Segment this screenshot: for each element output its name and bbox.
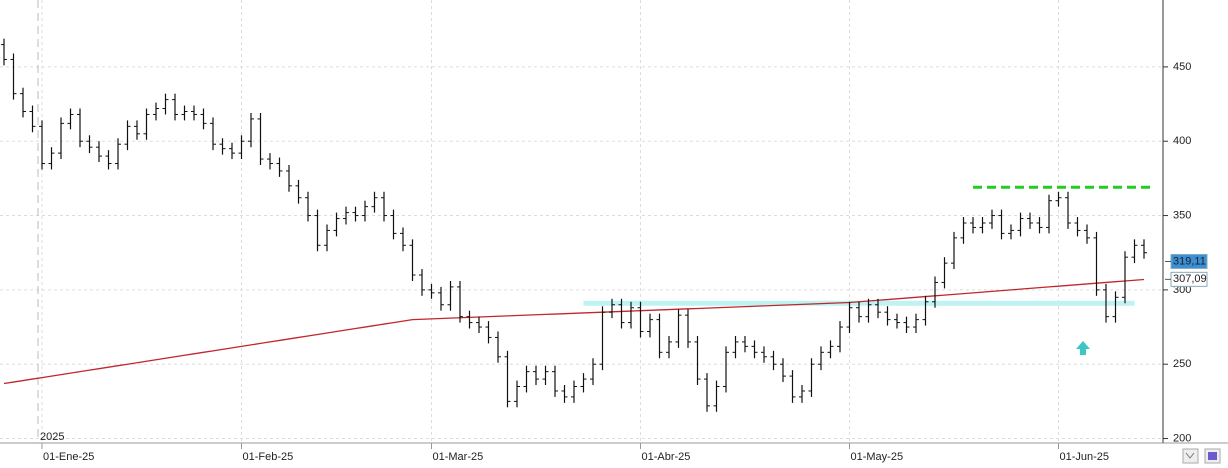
y-tick-label: 350 xyxy=(1173,209,1191,221)
moving-average xyxy=(3,278,1145,385)
y-tick-label: 450 xyxy=(1173,61,1191,73)
x-tick-label: 01-Mar-25 xyxy=(433,451,484,463)
year-label: 2025 xyxy=(40,431,64,443)
y-tick-label: 200 xyxy=(1173,432,1191,444)
scroll-icon xyxy=(1185,452,1195,459)
x-tick-label: 01-Feb-25 xyxy=(243,451,294,463)
y-tick-label: 250 xyxy=(1173,358,1191,370)
x-tick-label: 01-Jun-25 xyxy=(1060,451,1110,463)
price-label: 319,11 xyxy=(1173,255,1206,267)
price-label: 307,09 xyxy=(1173,273,1207,285)
scroll-button[interactable] xyxy=(1182,448,1199,464)
x-tick-label: 01-Abr-25 xyxy=(642,451,691,463)
x-tick-label: 01-Ene-25 xyxy=(43,451,94,463)
scroll-controls[interactable] xyxy=(1182,448,1221,464)
signal-arrow xyxy=(1076,341,1090,355)
save-icon xyxy=(1208,452,1217,460)
x-tick-label: 01-May-25 xyxy=(851,451,904,463)
y-tick-label: 400 xyxy=(1173,135,1191,147)
